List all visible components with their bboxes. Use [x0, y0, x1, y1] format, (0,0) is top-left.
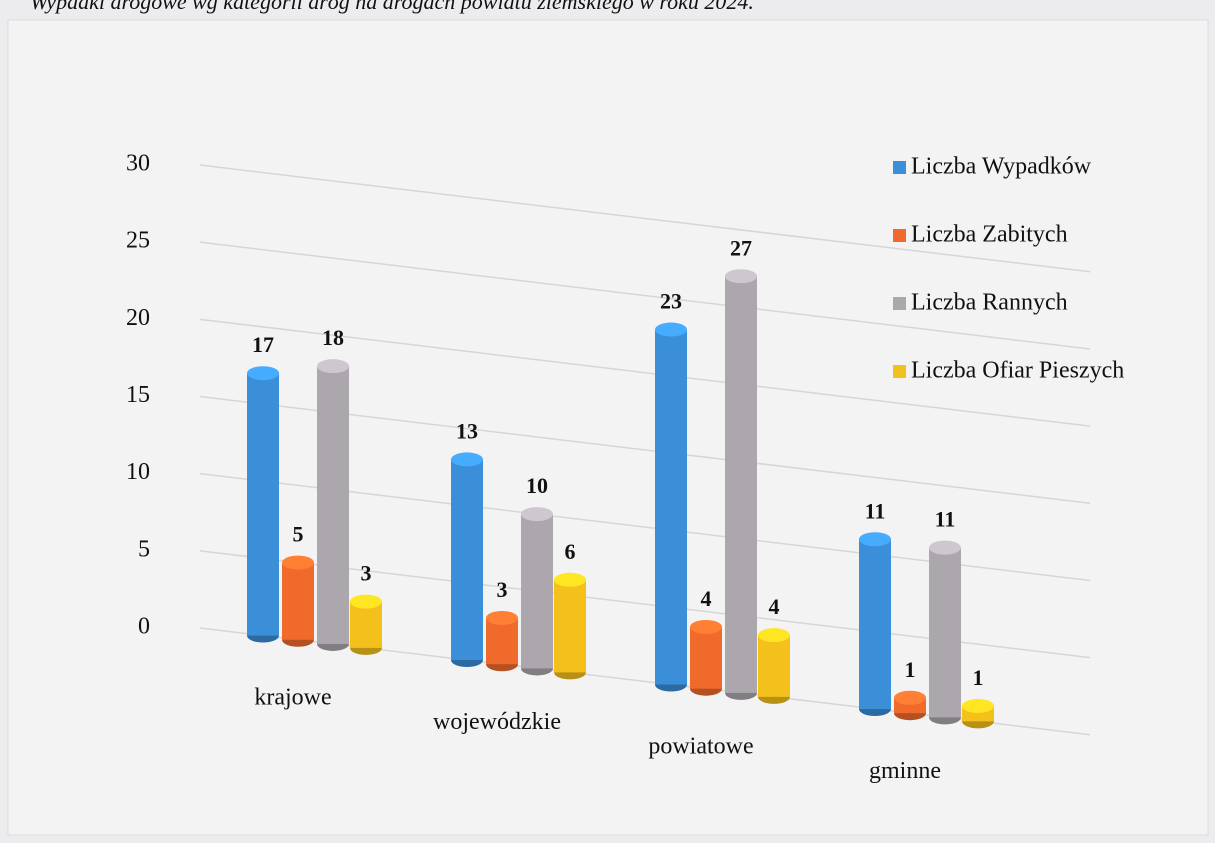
bar [247, 373, 279, 636]
bar [317, 366, 349, 644]
x-tick-label: powiatowe [648, 734, 753, 760]
legend-label: Liczba Ofiar Pieszych [911, 358, 1124, 384]
y-tick-label: 30 [126, 151, 150, 177]
x-tick-label: wojewódzkie [433, 709, 561, 735]
legend-label: Liczba Wypadków [911, 154, 1092, 180]
bar-top [758, 628, 790, 643]
bar-top [554, 572, 586, 587]
legend-swatch [893, 365, 906, 378]
bar-top [486, 610, 518, 625]
data-label: 17 [252, 332, 274, 357]
bar-top [521, 507, 553, 522]
bar [521, 514, 553, 669]
bar [350, 601, 382, 648]
bar [725, 276, 757, 693]
bar-top [894, 690, 926, 705]
legend-swatch [893, 161, 906, 174]
bar-top [690, 619, 722, 634]
bar-top [929, 540, 961, 555]
y-tick-label: 25 [126, 228, 150, 254]
y-tick-label: 15 [126, 382, 150, 408]
data-label: 27 [730, 235, 752, 260]
x-tick-label: gminne [869, 758, 941, 784]
y-tick-label: 20 [126, 305, 150, 331]
bar-top [451, 452, 483, 467]
bar-top [247, 366, 279, 381]
bar [282, 562, 314, 640]
bar-top [655, 322, 687, 337]
legend-label: Liczba Rannych [911, 290, 1068, 316]
data-label: 23 [660, 289, 682, 314]
data-label: 18 [322, 325, 344, 350]
data-label: 6 [565, 539, 576, 564]
legend-swatch [893, 297, 906, 310]
y-tick-label: 10 [126, 459, 150, 485]
data-label: 11 [865, 498, 886, 523]
bar [690, 626, 722, 689]
bar [554, 579, 586, 673]
chart-frame [7, 19, 1209, 836]
bar [929, 547, 961, 718]
data-label: 13 [456, 418, 478, 443]
bar [758, 635, 790, 697]
grid-line [199, 164, 1091, 273]
legend-swatch [893, 229, 906, 242]
data-label: 11 [935, 507, 956, 532]
bar-top [962, 698, 994, 713]
chart-title: Wypadki drogowe wg kategorii dróg na dro… [30, 0, 754, 14]
bar-top [350, 594, 382, 609]
data-label: 1 [973, 665, 984, 690]
bar [451, 459, 483, 661]
x-tick-label: krajowe [254, 685, 331, 711]
data-label: 4 [701, 586, 712, 611]
data-label: 3 [497, 577, 508, 602]
bar [655, 329, 687, 685]
legend-label: Liczba Zabitych [911, 222, 1068, 248]
bar-top [317, 359, 349, 374]
data-label: 5 [293, 522, 304, 547]
data-label: 3 [361, 561, 372, 586]
data-label: 4 [769, 594, 780, 619]
bar [486, 617, 518, 665]
y-tick-label: 5 [138, 536, 150, 562]
bar-top [725, 269, 757, 284]
y-tick-label: 0 [138, 614, 150, 640]
data-label: 1 [905, 657, 916, 682]
bar-top [859, 532, 891, 547]
grid-line [199, 318, 1091, 427]
bar [859, 539, 891, 709]
bar-top [282, 555, 314, 570]
grid-line [199, 241, 1091, 350]
data-label: 10 [526, 473, 548, 498]
